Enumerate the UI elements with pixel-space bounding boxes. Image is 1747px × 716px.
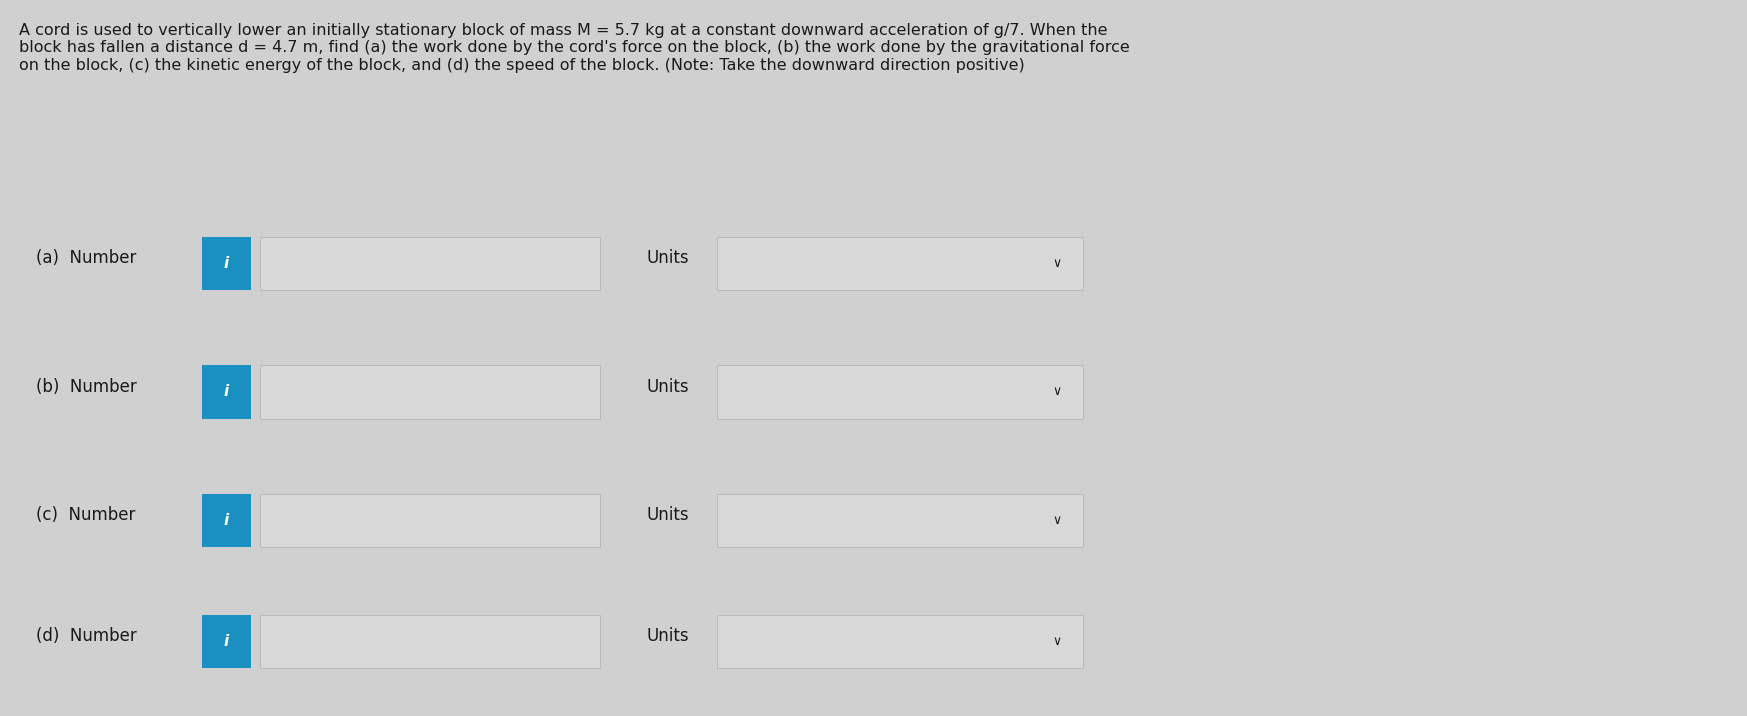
FancyBboxPatch shape <box>203 365 252 419</box>
Text: Units: Units <box>646 249 690 267</box>
Text: ∨: ∨ <box>1052 635 1060 648</box>
Text: i: i <box>224 634 229 649</box>
FancyBboxPatch shape <box>260 615 599 668</box>
FancyBboxPatch shape <box>716 237 1083 290</box>
Text: ∨: ∨ <box>1052 514 1060 527</box>
FancyBboxPatch shape <box>260 365 599 419</box>
Text: i: i <box>224 384 229 400</box>
FancyBboxPatch shape <box>716 493 1083 547</box>
Text: ∨: ∨ <box>1052 385 1060 398</box>
FancyBboxPatch shape <box>716 365 1083 419</box>
Text: Units: Units <box>646 627 690 645</box>
Text: (c)  Number: (c) Number <box>37 506 136 524</box>
Text: (b)  Number: (b) Number <box>37 377 136 395</box>
Text: ∨: ∨ <box>1052 257 1060 270</box>
FancyBboxPatch shape <box>260 493 599 547</box>
FancyBboxPatch shape <box>203 237 252 290</box>
Text: Units: Units <box>646 506 690 524</box>
Text: A cord is used to vertically lower an initially stationary block of mass M = 5.7: A cord is used to vertically lower an in… <box>19 23 1130 72</box>
Text: (a)  Number: (a) Number <box>37 249 136 267</box>
Text: Units: Units <box>646 377 690 395</box>
FancyBboxPatch shape <box>203 615 252 668</box>
FancyBboxPatch shape <box>203 493 252 547</box>
FancyBboxPatch shape <box>260 237 599 290</box>
FancyBboxPatch shape <box>716 615 1083 668</box>
Text: i: i <box>224 513 229 528</box>
Text: (d)  Number: (d) Number <box>37 627 136 645</box>
Text: i: i <box>224 256 229 271</box>
